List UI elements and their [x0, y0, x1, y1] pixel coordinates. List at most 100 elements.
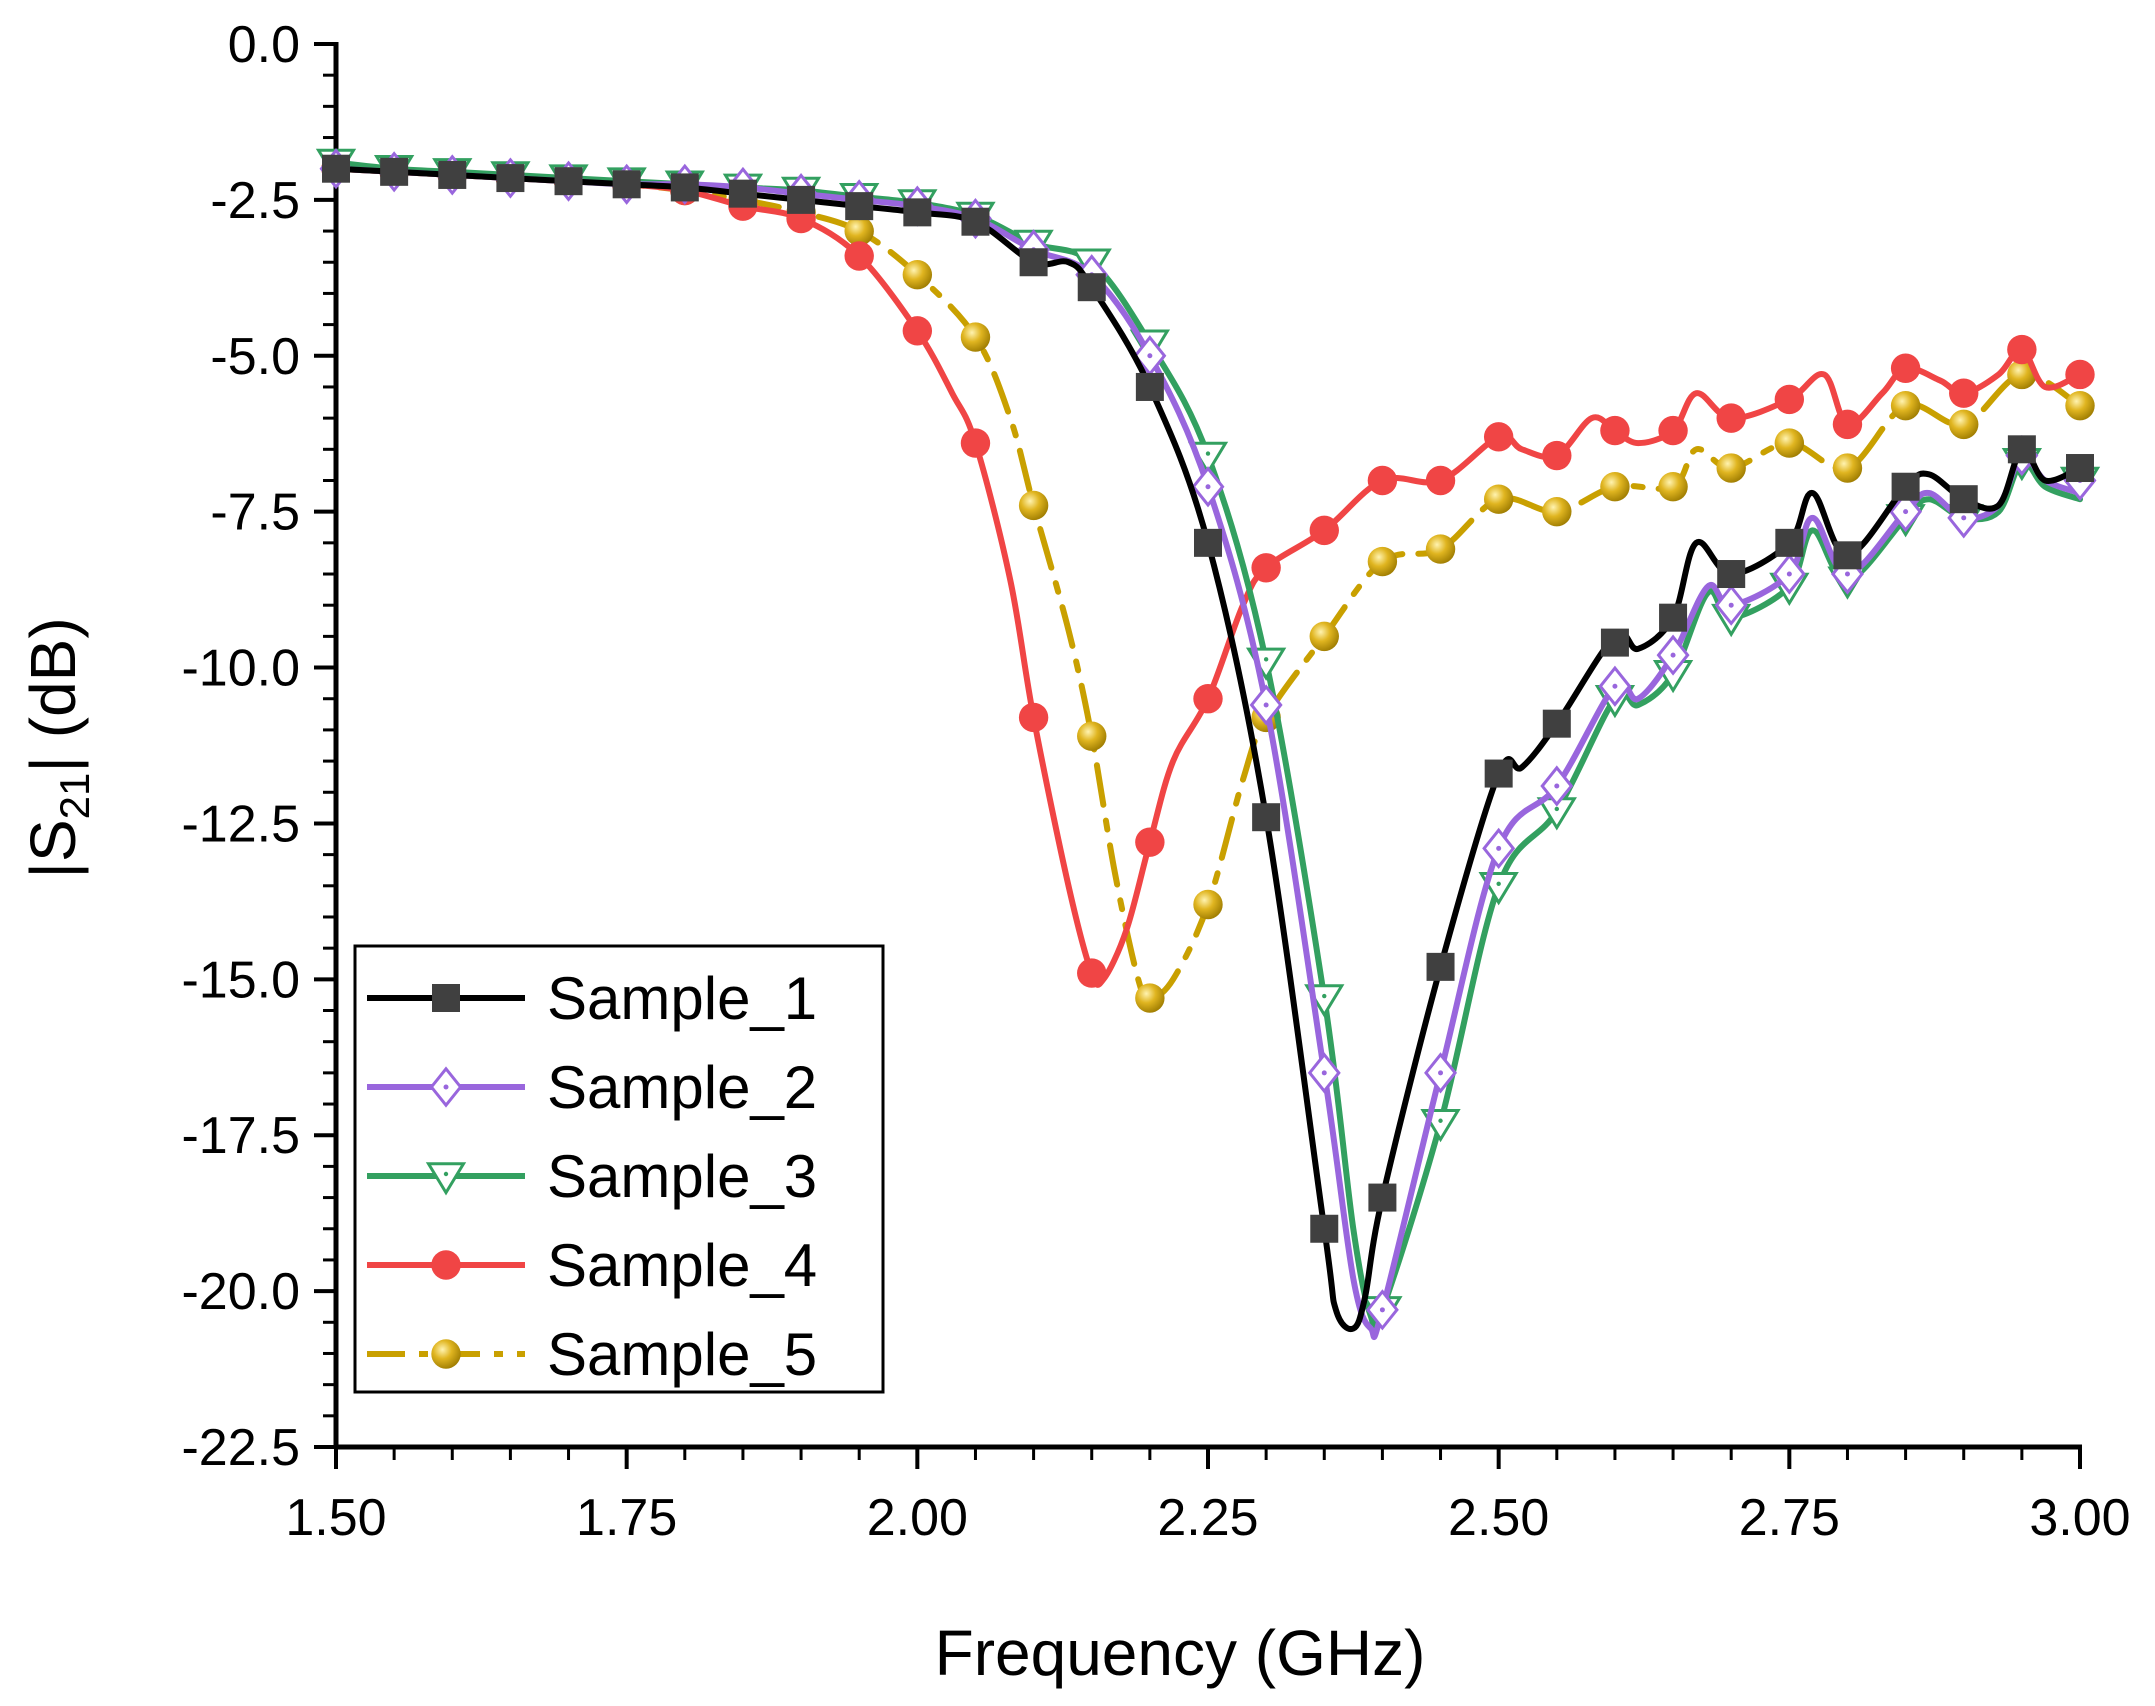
data-point: [1307, 1052, 1341, 1094]
legend-item: Sample_1: [367, 965, 817, 1032]
x-tick-label: 3.00: [2029, 1489, 2130, 1547]
y-tick-label: -12.5: [181, 795, 300, 853]
data-point: [1659, 603, 1688, 632]
data-point: [960, 428, 991, 458]
legend-label: Sample_5: [547, 1321, 817, 1388]
data-point: [1775, 528, 1804, 557]
data-point: [2065, 390, 2095, 421]
y-tick-label: -17.5: [181, 1107, 300, 1165]
data-point: [1193, 889, 1223, 920]
series-layer: [315, 148, 2101, 1340]
data-point: [1598, 665, 1632, 707]
data-point: [1658, 472, 1688, 502]
x-tick-label: 1.75: [576, 1489, 677, 1547]
data-point: [1716, 453, 1746, 483]
legend-marker: [432, 984, 460, 1012]
legend-item: Sample_2: [367, 1054, 817, 1121]
data-point: [1890, 353, 1921, 383]
data-point: [1949, 409, 1979, 440]
data-point: [1832, 409, 1863, 440]
data-point: [1483, 422, 1514, 452]
y-tick-label: 0.0: [228, 16, 300, 74]
data-point: [1249, 684, 1283, 726]
data-point: [1890, 390, 1921, 421]
data-point: [1135, 372, 1164, 401]
y-tick-label: -22.5: [181, 1419, 300, 1477]
series-sample-4: [321, 154, 2095, 988]
data-point: [1482, 827, 1516, 869]
x-tick-label: 2.00: [867, 1489, 968, 1547]
data-point: [1368, 1183, 1397, 1212]
data-point: [1309, 621, 1339, 652]
data-point: [1191, 466, 1225, 508]
legend-marker: [425, 1162, 467, 1196]
data-point: [438, 160, 467, 189]
data-point: [1309, 515, 1339, 546]
series-sample-1: [322, 154, 2094, 1332]
data-point: [2007, 435, 2036, 464]
y-tick-label: -20.0: [181, 1263, 300, 1321]
data-point: [1658, 415, 1688, 446]
data-point: [2066, 454, 2094, 483]
data-point: [1135, 827, 1165, 857]
data-point: [1077, 721, 1107, 751]
data-point: [1365, 1289, 1399, 1331]
y-tick-label: -10.0: [181, 640, 300, 698]
data-point: [1833, 541, 1862, 570]
data-point: [1656, 634, 1690, 676]
series-line: [333, 165, 2083, 1002]
data-point: [1483, 484, 1514, 514]
data-point: [903, 198, 932, 227]
series-line: [333, 165, 2083, 988]
data-point: [1600, 472, 1630, 502]
data-point: [1018, 702, 1049, 733]
data-point: [1425, 534, 1456, 564]
data-point: [902, 260, 933, 290]
data-point: [1832, 453, 1863, 483]
legend-marker: [429, 1066, 463, 1108]
data-point: [1310, 1214, 1339, 1243]
data-point: [1949, 485, 1978, 514]
data-point: [670, 173, 699, 202]
data-point: [1717, 560, 1746, 589]
data-point: [1252, 803, 1281, 832]
data-point: [1251, 553, 1281, 583]
data-point: [1019, 248, 1048, 277]
data-point: [1424, 1052, 1458, 1094]
data-point: [2007, 359, 2037, 390]
data-point: [1193, 684, 1223, 714]
data-point: [1425, 465, 1456, 496]
data-point: [844, 216, 874, 246]
data-point: [2007, 334, 2037, 365]
data-point: [1077, 273, 1106, 302]
data-point: [1600, 628, 1629, 657]
data-point: [1018, 490, 1049, 521]
data-point: [322, 154, 350, 183]
legend-label: Sample_2: [547, 1054, 817, 1121]
y-tick-label: -15.0: [181, 951, 300, 1009]
data-point: [612, 170, 641, 199]
data-point: [1714, 584, 1748, 626]
y-axis-title-subscript: 21: [51, 773, 98, 820]
y-tick-label: -7.5: [210, 484, 300, 542]
data-point: [1600, 415, 1630, 446]
data-point: [1077, 958, 1107, 988]
data-point: [1716, 403, 1746, 433]
x-axis-title: Frequency (GHz): [935, 1617, 1426, 1689]
data-point: [1774, 428, 1805, 458]
data-point: [845, 192, 874, 221]
y-tick-label: -5.0: [210, 328, 300, 386]
legend-label: Sample_1: [547, 965, 817, 1032]
data-point: [1426, 952, 1455, 981]
legend-item: Sample_5: [367, 1321, 817, 1388]
x-tick-label: 2.50: [1448, 1489, 1549, 1547]
data-point: [1542, 440, 1572, 471]
data-point: [844, 241, 874, 271]
data-point: [728, 179, 757, 208]
axis-labels: Frequency (GHz) |S21| (dB): [17, 617, 1425, 1689]
y-axis-title: |S21| (dB): [17, 617, 98, 878]
x-tick-label: 2.25: [1157, 1489, 1258, 1547]
data-point: [1891, 472, 1920, 501]
legend-item: Sample_4: [367, 1232, 817, 1299]
